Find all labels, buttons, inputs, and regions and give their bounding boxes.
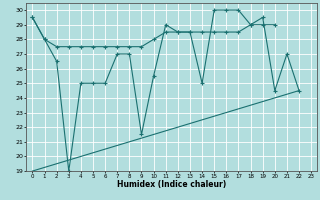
X-axis label: Humidex (Indice chaleur): Humidex (Indice chaleur)	[117, 180, 227, 189]
